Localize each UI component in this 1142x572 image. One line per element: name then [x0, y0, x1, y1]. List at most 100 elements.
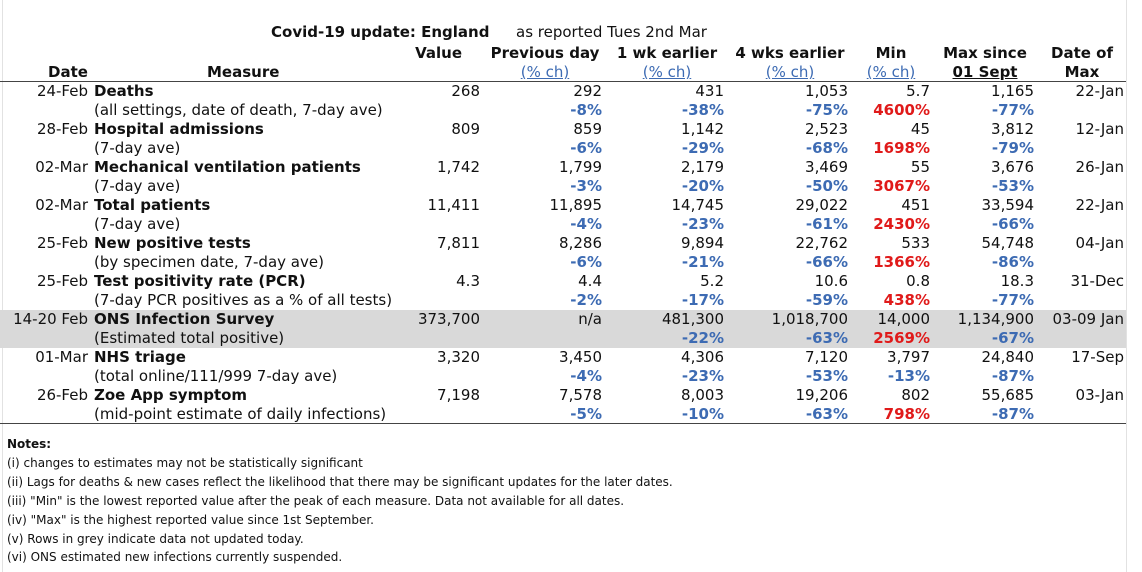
notes-heading: Notes:: [7, 437, 52, 451]
row-4wk: 3,469: [805, 158, 848, 176]
row-measure: Zoe App symptom: [94, 386, 248, 404]
row-max-change: -53%: [991, 177, 1034, 195]
row-min: 451: [901, 196, 930, 214]
row-1wk-change: -22%: [681, 329, 724, 347]
row-min: 802: [901, 386, 930, 404]
row-prev-day: 859: [573, 120, 602, 138]
row-4wk-change: -53%: [805, 367, 848, 385]
header-date-of: Date of: [1051, 44, 1113, 62]
row-date: 26-Feb: [36, 386, 88, 404]
row-4wk: 1,053: [805, 82, 848, 100]
row-min-change: 4600%: [873, 101, 930, 119]
row-max-change: -66%: [991, 215, 1034, 233]
row-measure: ONS Infection Survey: [94, 310, 275, 328]
row-min: 3,797: [887, 348, 930, 366]
row-max-date: 03-Jan: [1075, 386, 1124, 404]
row-4wk: 19,206: [795, 386, 849, 404]
row-min-change: 1366%: [873, 253, 930, 271]
row-1wk-change: -29%: [681, 139, 724, 157]
row-max-date: 22-Jan: [1075, 82, 1124, 100]
header-max-since-sub: 01 Sept: [952, 63, 1018, 81]
row-prev-day-change: -4%: [570, 367, 602, 385]
grey-row-highlight: [0, 310, 1126, 348]
row-measure: NHS triage: [94, 348, 186, 366]
row-date: 25-Feb: [36, 272, 88, 290]
row-min: 55: [910, 158, 930, 176]
row-max-date: 31-Dec: [1070, 272, 1124, 290]
row-measure-note: (Estimated total positive): [94, 329, 285, 347]
row-prev-day-change: -6%: [570, 139, 602, 157]
row-min-change: 3067%: [873, 177, 930, 195]
row-measure: Total patients: [94, 196, 211, 214]
row-min: 0.8: [906, 272, 930, 290]
row-max-change: -67%: [991, 329, 1034, 347]
row-prev-day: 1,799: [559, 158, 602, 176]
grid-line: [2, 0, 3, 572]
row-prev-day: 4.4: [578, 272, 602, 290]
row-max-date: 17-Sep: [1071, 348, 1124, 366]
row-measure: Test positivity rate (PCR): [94, 272, 306, 290]
row-max-change: -87%: [991, 367, 1034, 385]
row-max-change: -87%: [991, 405, 1034, 423]
row-date: 24-Feb: [36, 82, 88, 100]
row-date: 01-Mar: [35, 348, 88, 366]
row-min-change: -13%: [887, 367, 930, 385]
row-4wk: 7,120: [805, 348, 848, 366]
row-max-date: 12-Jan: [1075, 120, 1124, 138]
header-max-since: Max since: [943, 44, 1027, 62]
row-max-date: 04-Jan: [1075, 234, 1124, 252]
row-4wk-change: -50%: [805, 177, 848, 195]
row-value: 4.3: [456, 272, 480, 290]
row-min: 5.7: [906, 82, 930, 100]
row-1wk-change: -38%: [681, 101, 724, 119]
header-min-sub: (% ch): [866, 63, 916, 81]
row-measure: Hospital admissions: [94, 120, 264, 138]
row-4wk: 29,022: [795, 196, 849, 214]
row-measure: Mechanical ventilation patients: [94, 158, 361, 176]
row-max-date: 03-09 Jan: [1052, 310, 1124, 328]
row-value: 11,411: [427, 196, 481, 214]
row-min-change: 2430%: [873, 215, 930, 233]
header-value: Value: [415, 44, 462, 62]
report-date: as reported Tues 2nd Mar: [516, 23, 707, 41]
row-4wk-change: -75%: [805, 101, 848, 119]
row-value: 7,811: [437, 234, 480, 252]
row-max: 18.3: [1000, 272, 1034, 290]
header-rule: [0, 81, 1126, 82]
row-max-date: 26-Jan: [1075, 158, 1124, 176]
row-max-change: -86%: [991, 253, 1034, 271]
row-value: 1,742: [437, 158, 480, 176]
table-title: Covid-19 update: England: [271, 23, 490, 41]
row-max-change: -79%: [991, 139, 1034, 157]
row-min: 14,000: [877, 310, 931, 328]
row-prev-day-change: -5%: [570, 405, 602, 423]
row-prev-day-change: -4%: [570, 215, 602, 233]
row-4wk-change: -59%: [805, 291, 848, 309]
header-prev-day: Previous day: [490, 44, 600, 62]
row-prev-day: 11,895: [549, 196, 603, 214]
grid-line: [1126, 0, 1127, 572]
row-measure: New positive tests: [94, 234, 251, 252]
row-max: 24,840: [981, 348, 1035, 366]
row-prev-day-change: -3%: [570, 177, 602, 195]
row-max-change: -77%: [991, 291, 1034, 309]
row-4wk-change: -61%: [805, 215, 848, 233]
row-1wk: 8,003: [681, 386, 724, 404]
header-1wk: 1 wk earlier: [616, 44, 718, 62]
row-prev-day-change: -2%: [570, 291, 602, 309]
row-date: 25-Feb: [36, 234, 88, 252]
header-4wk-sub: (% ch): [765, 63, 815, 81]
row-4wk: 1,018,700: [771, 310, 848, 328]
row-4wk: 22,762: [795, 234, 849, 252]
row-min-change: 798%: [883, 405, 930, 423]
row-1wk-change: -10%: [681, 405, 724, 423]
row-min-change: 438%: [883, 291, 930, 309]
row-prev-day: 292: [573, 82, 602, 100]
row-max: 3,812: [991, 120, 1034, 138]
row-max: 55,685: [981, 386, 1035, 404]
header-min: Min: [875, 44, 907, 62]
row-1wk-change: -17%: [681, 291, 724, 309]
row-measure-note: (all settings, date of death, 7-day ave): [94, 101, 383, 119]
row-measure-note: (7-day PCR positives as a % of all tests…: [94, 291, 393, 309]
